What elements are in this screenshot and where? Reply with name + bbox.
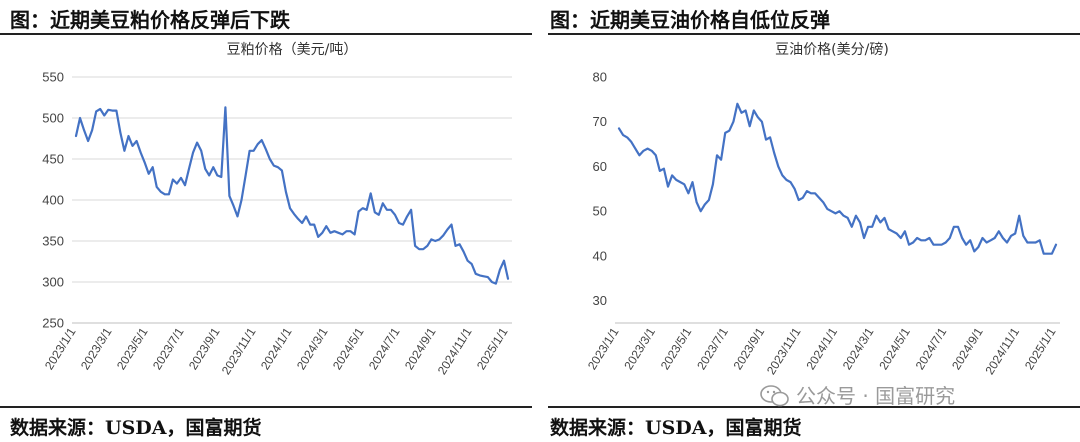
x-tick-label: 2024/9/1 bbox=[402, 325, 439, 372]
x-tick-label: 2024/7/1 bbox=[366, 325, 403, 372]
bottom-rule bbox=[548, 406, 1080, 408]
x-tick-label: 2025/1/1 bbox=[1022, 325, 1059, 372]
x-tick-label: 2023/11/1 bbox=[219, 325, 259, 377]
y-tick-label: 500 bbox=[42, 111, 64, 126]
x-tick-label: 2023/1/1 bbox=[42, 325, 79, 372]
x-tick-label: 2023/5/1 bbox=[114, 325, 151, 372]
x-tick-label: 2023/7/1 bbox=[694, 325, 731, 372]
x-tick-label: 2023/3/1 bbox=[78, 325, 115, 372]
y-tick-label: 300 bbox=[42, 275, 64, 290]
x-tick-label: 2023/5/1 bbox=[658, 325, 695, 372]
chart-title: 豆油价格(美分/磅) bbox=[775, 41, 889, 58]
x-tick-label: 2023/9/1 bbox=[186, 325, 223, 372]
price-series-line bbox=[74, 106, 510, 285]
x-tick-label: 2024/3/1 bbox=[294, 325, 331, 372]
x-tick-label: 2023/9/1 bbox=[731, 325, 768, 372]
x-tick-label: 2023/7/1 bbox=[150, 325, 187, 372]
x-tick-label: 2024/3/1 bbox=[840, 325, 877, 372]
top-rule bbox=[548, 33, 1080, 35]
y-tick-label: 550 bbox=[42, 70, 64, 85]
x-tick-label: 2024/5/1 bbox=[330, 325, 367, 372]
price-series-line bbox=[617, 102, 1058, 255]
x-tick-label: 2024/11/1 bbox=[982, 325, 1022, 377]
data-source-note: 数据来源：USDA，国富期货 bbox=[10, 417, 262, 439]
top-rule bbox=[0, 33, 532, 35]
wechat-icon bbox=[760, 385, 789, 407]
x-tick-label: 2024/9/1 bbox=[949, 325, 986, 372]
soyoil-panel: 图：近期美豆油价格自低位反弹 豆油价格(美分/磅) 30 40 50 60 70 80 202… bbox=[540, 0, 1080, 442]
panel-heading: 图：近期美豆粕价格反弹后下跌 bbox=[10, 8, 290, 32]
y-tick-label: 40 bbox=[593, 248, 607, 263]
x-tick-label: 2023/11/1 bbox=[764, 325, 804, 377]
x-tick-label: 2023/3/1 bbox=[621, 325, 658, 372]
y-tick-label: 70 bbox=[593, 114, 607, 129]
y-tick-label: 80 bbox=[593, 70, 607, 85]
watermark-text: 公众号 · 国富研究 bbox=[796, 384, 956, 408]
soymeal-panel: 图：近期美豆粕价格反弹后下跌 豆粕价格（美元/吨） 250 300 350 400 450… bbox=[0, 8, 532, 439]
data-source-note: 数据来源：USDA，国富期货 bbox=[550, 417, 802, 439]
x-tick-label: 2024/1/1 bbox=[258, 325, 295, 372]
bottom-rule bbox=[0, 406, 532, 408]
y-tick-label: 30 bbox=[593, 293, 607, 308]
x-tick-label: 2025/1/1 bbox=[474, 325, 511, 372]
x-tick-label: 2024/7/1 bbox=[913, 325, 950, 372]
x-tick-label: 2023/1/1 bbox=[585, 325, 622, 372]
x-tick-label: 2024/1/1 bbox=[803, 325, 840, 372]
y-tick-label: 400 bbox=[42, 193, 64, 208]
watermark: 公众号 · 国富研究 bbox=[760, 380, 955, 409]
y-tick-label: 350 bbox=[42, 234, 64, 249]
y-tick-label: 450 bbox=[42, 152, 64, 167]
chart-title: 豆粕价格（美元/吨） bbox=[227, 42, 358, 58]
y-tick-label: 50 bbox=[593, 204, 607, 219]
y-tick-label: 60 bbox=[593, 159, 607, 174]
panel-heading: 图：近期美豆油价格自低位反弹 bbox=[550, 8, 830, 32]
x-tick-label: 2024/5/1 bbox=[876, 325, 913, 372]
x-tick-label: 2024/11/1 bbox=[435, 325, 475, 377]
y-tick-label: 250 bbox=[42, 316, 64, 331]
